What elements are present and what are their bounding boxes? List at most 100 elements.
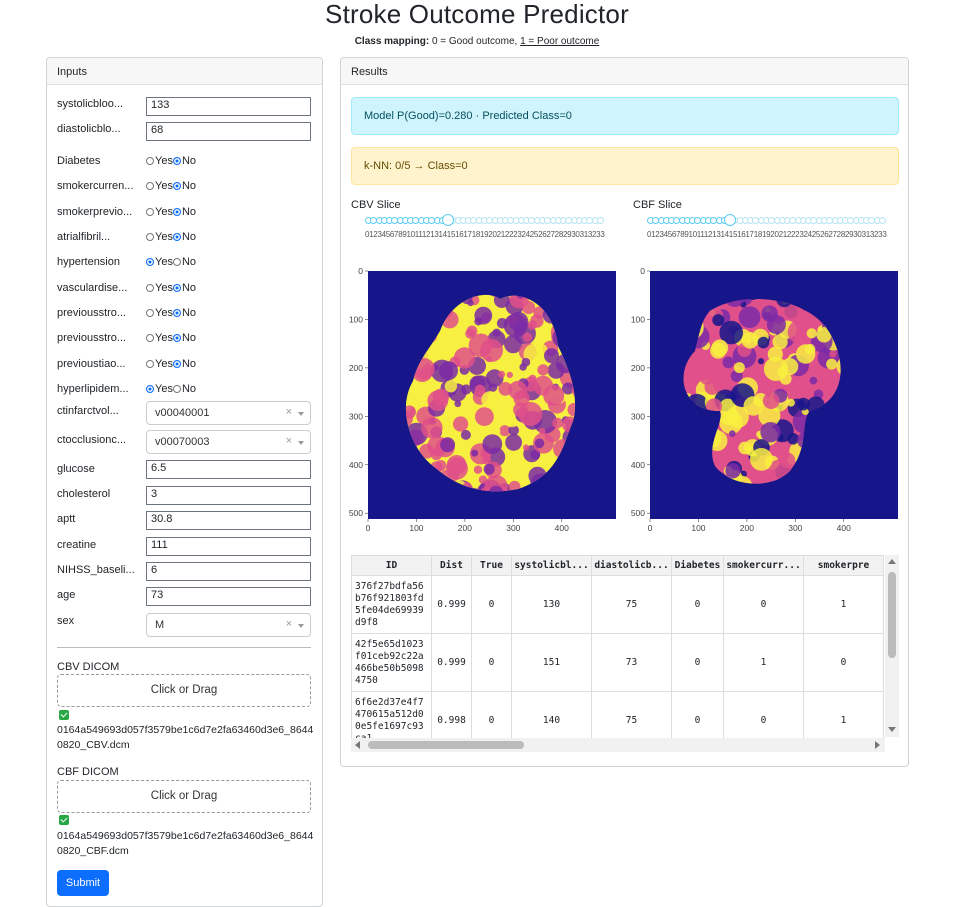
radio-no-label[interactable]: No bbox=[181, 180, 197, 192]
table-column-header[interactable]: diastolicb... bbox=[591, 555, 672, 576]
radio-group-yes-no[interactable]: Yes No bbox=[146, 282, 196, 294]
radio-no[interactable] bbox=[172, 360, 181, 368]
radio-yes[interactable] bbox=[146, 284, 154, 292]
radio-group-yes-no[interactable]: Yes No bbox=[146, 155, 196, 167]
radio-yes-label[interactable]: Yes bbox=[155, 231, 173, 243]
ctocclusion-select[interactable]: v00070003 × bbox=[146, 430, 311, 454]
radio-yes[interactable] bbox=[146, 182, 154, 190]
cbf-image-plot[interactable]: 0 100 200 300 400 0 100 200 300 400 500 bbox=[623, 258, 905, 538]
radio-no-label[interactable]: No bbox=[181, 332, 197, 344]
radio-yes-label[interactable]: Yes bbox=[155, 282, 173, 294]
radio-no-label[interactable]: No bbox=[181, 256, 197, 268]
cbf-upload-dropzone[interactable]: Click or Drag bbox=[57, 780, 311, 813]
clear-icon[interactable]: × bbox=[285, 618, 292, 630]
scroll-up-icon[interactable] bbox=[888, 559, 896, 564]
radio-yes-label[interactable]: Yes bbox=[155, 206, 173, 218]
radio-no[interactable] bbox=[172, 309, 181, 317]
radio-no-label[interactable]: No bbox=[181, 383, 197, 395]
radio-no[interactable] bbox=[172, 157, 181, 165]
radio-group-yes-no[interactable]: Yes No bbox=[146, 256, 196, 268]
radio-yes[interactable] bbox=[146, 309, 154, 317]
table-column-header[interactable]: ID bbox=[351, 555, 432, 576]
radio-yes-label[interactable]: Yes bbox=[155, 155, 173, 167]
diastolic-input[interactable]: 68 bbox=[146, 122, 311, 141]
radio-no-label[interactable]: No bbox=[181, 307, 197, 319]
table-vertical-scrollbar[interactable] bbox=[885, 555, 899, 737]
radio-no-label[interactable]: No bbox=[181, 282, 197, 294]
radio-no[interactable] bbox=[172, 208, 181, 216]
radio-no-label[interactable]: No bbox=[181, 155, 197, 167]
slider-step-dot[interactable] bbox=[597, 217, 604, 224]
radio-group-yes-no[interactable]: Yes No bbox=[146, 307, 196, 319]
vertical-scroll-thumb[interactable] bbox=[888, 572, 896, 658]
radio-no[interactable] bbox=[172, 284, 181, 292]
radio-group-yes-no[interactable]: Yes No bbox=[146, 206, 196, 218]
cbv-upload-dropzone[interactable]: Click or Drag bbox=[57, 674, 311, 707]
radio-yes-label[interactable]: Yes bbox=[155, 332, 173, 344]
nihss-input[interactable]: 6 bbox=[146, 562, 311, 581]
radio-group-yes-no[interactable]: Yes No bbox=[146, 180, 196, 192]
chevron-down-icon[interactable] bbox=[298, 441, 304, 445]
radio-group-yes-no[interactable]: Yes No bbox=[146, 231, 196, 243]
slider-handle[interactable] bbox=[441, 214, 454, 226]
table-row[interactable]: 42f5e65d1023f01ceb92c22a466be50b50984750… bbox=[351, 633, 884, 692]
radio-yes-label[interactable]: Yes bbox=[155, 307, 173, 319]
chevron-down-icon[interactable] bbox=[298, 624, 304, 628]
radio-no[interactable] bbox=[172, 182, 181, 190]
scroll-right-icon[interactable] bbox=[875, 741, 880, 749]
slider-step-dot[interactable] bbox=[879, 217, 886, 224]
cbf-dicom-label: CBF DICOM bbox=[57, 766, 119, 778]
class-mapping-link[interactable]: 1 = Poor outcome bbox=[520, 36, 600, 47]
slider-handle[interactable] bbox=[723, 214, 736, 226]
radio-yes-label[interactable]: Yes bbox=[155, 383, 173, 395]
radio-yes[interactable] bbox=[146, 157, 154, 165]
radio-yes[interactable] bbox=[146, 385, 154, 393]
age-input[interactable]: 73 bbox=[146, 587, 311, 606]
neighbors-table[interactable]: ID Dist True systolicbl... diastolicb... Diab… bbox=[351, 555, 899, 752]
x-axis-tick-label: 200 bbox=[458, 523, 472, 533]
radio-no-label[interactable]: No bbox=[181, 206, 197, 218]
radio-no[interactable] bbox=[172, 385, 181, 393]
radio-yes-label[interactable]: Yes bbox=[155, 256, 173, 268]
radio-no-label[interactable]: No bbox=[181, 358, 197, 370]
radio-no[interactable] bbox=[172, 258, 181, 266]
table-column-header[interactable]: Diabetes bbox=[671, 555, 724, 576]
aptt-input[interactable]: 30.8 bbox=[146, 511, 311, 530]
cholesterol-input[interactable]: 3 bbox=[146, 486, 311, 505]
table-column-header[interactable]: Dist bbox=[431, 555, 472, 576]
submit-button[interactable]: Submit bbox=[57, 870, 109, 896]
table-column-header[interactable]: smokercurr... bbox=[723, 555, 804, 576]
sex-select[interactable]: M × bbox=[146, 613, 311, 637]
cbv-slice-slider[interactable] bbox=[365, 214, 605, 226]
radio-no[interactable] bbox=[172, 334, 181, 342]
table-column-header[interactable]: systolicbl... bbox=[511, 555, 592, 576]
radio-yes[interactable] bbox=[146, 334, 154, 342]
clear-icon[interactable]: × bbox=[285, 406, 292, 418]
table-column-header[interactable]: True bbox=[471, 555, 512, 576]
cbf-slice-slider[interactable] bbox=[647, 214, 887, 226]
scroll-down-icon[interactable] bbox=[888, 727, 896, 732]
radio-group-yes-no[interactable]: Yes No bbox=[146, 358, 196, 370]
ctinfarct-select[interactable]: v00040001 × bbox=[146, 401, 311, 425]
radio-no-label[interactable]: No bbox=[181, 231, 197, 243]
cbv-image-plot[interactable]: 0 100 200 300 400 0 100 200 300 400 500 bbox=[341, 258, 623, 538]
radio-yes-label[interactable]: Yes bbox=[155, 358, 173, 370]
horizontal-scroll-thumb[interactable] bbox=[368, 741, 524, 749]
radio-no[interactable] bbox=[172, 233, 181, 241]
radio-group-yes-no[interactable]: Yes No bbox=[146, 383, 196, 395]
glucose-input[interactable]: 6.5 bbox=[146, 460, 311, 479]
radio-yes-label[interactable]: Yes bbox=[155, 180, 173, 192]
chevron-down-icon[interactable] bbox=[298, 412, 304, 416]
radio-yes[interactable] bbox=[146, 233, 154, 241]
clear-icon[interactable]: × bbox=[285, 435, 292, 447]
table-row[interactable]: 376f27bdfa56b76f921803fd5fe04de69939d9f8… bbox=[351, 575, 884, 634]
systolic-input[interactable]: 133 bbox=[146, 97, 311, 116]
table-horizontal-scrollbar[interactable] bbox=[351, 738, 885, 752]
radio-yes[interactable] bbox=[146, 208, 154, 216]
scroll-left-icon[interactable] bbox=[355, 741, 360, 749]
radio-yes[interactable] bbox=[146, 258, 154, 266]
creatine-input[interactable]: 111 bbox=[146, 537, 311, 556]
radio-yes[interactable] bbox=[146, 360, 154, 368]
table-column-header[interactable]: smokerpre bbox=[803, 555, 884, 576]
radio-group-yes-no[interactable]: Yes No bbox=[146, 332, 196, 344]
